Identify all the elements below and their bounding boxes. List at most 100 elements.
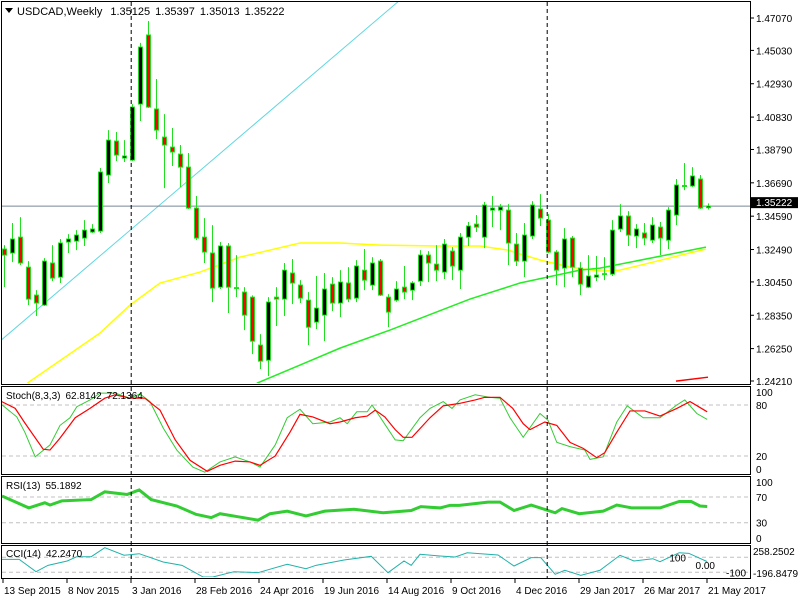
- candle[interactable]: [234, 255, 239, 298]
- candle[interactable]: [346, 267, 351, 303]
- cci-panel[interactable]: [2, 547, 750, 577]
- candle[interactable]: [594, 256, 599, 282]
- candle[interactable]: [250, 295, 255, 355]
- candle[interactable]: [554, 250, 559, 286]
- candle[interactable]: [426, 251, 431, 283]
- candle[interactable]: [442, 239, 447, 280]
- candle[interactable]: [506, 204, 511, 266]
- candle[interactable]: [410, 281, 415, 301]
- candle[interactable]: [74, 230, 79, 251]
- rsi-panel[interactable]: [2, 488, 750, 524]
- candle[interactable]: [130, 104, 135, 162]
- candle[interactable]: [674, 179, 679, 226]
- candle[interactable]: [298, 280, 303, 304]
- candle[interactable]: [370, 257, 375, 291]
- candle[interactable]: [178, 145, 183, 188]
- candle[interactable]: [498, 204, 503, 231]
- candle[interactable]: [698, 175, 703, 210]
- cci-axis-label: -100: [726, 568, 746, 579]
- candle[interactable]: [226, 243, 231, 314]
- candle[interactable]: [402, 266, 407, 300]
- candle[interactable]: [146, 21, 151, 109]
- candle[interactable]: [570, 236, 575, 278]
- candle[interactable]: [514, 233, 519, 267]
- candle[interactable]: [530, 201, 535, 240]
- candle[interactable]: [34, 290, 39, 317]
- candle[interactable]: [18, 217, 23, 266]
- trendline[interactable]: [0, 0, 484, 351]
- candle[interactable]: [314, 276, 319, 330]
- candle[interactable]: [98, 168, 103, 234]
- candle[interactable]: [106, 130, 111, 183]
- candle[interactable]: [434, 245, 439, 282]
- dropdown-triangle-icon[interactable]: [5, 8, 13, 13]
- candle[interactable]: [42, 258, 47, 307]
- candle[interactable]: [666, 207, 671, 250]
- candle[interactable]: [186, 152, 191, 210]
- candle[interactable]: [466, 222, 471, 247]
- candle[interactable]: [290, 259, 295, 305]
- stochastic-panel[interactable]: [0, 392, 750, 473]
- candle[interactable]: [58, 239, 63, 284]
- candle[interactable]: [338, 270, 343, 318]
- candle[interactable]: [114, 132, 119, 162]
- candle[interactable]: [538, 194, 543, 227]
- candle[interactable]: [242, 287, 247, 331]
- candle[interactable]: [610, 220, 615, 277]
- candle[interactable]: [650, 217, 655, 244]
- candle[interactable]: [546, 214, 551, 254]
- candle[interactable]: [162, 114, 167, 189]
- candle[interactable]: [2, 245, 7, 288]
- candle[interactable]: [330, 277, 335, 312]
- candle[interactable]: [490, 196, 495, 228]
- candle[interactable]: [194, 196, 199, 241]
- candle[interactable]: [362, 249, 367, 291]
- candle[interactable]: [418, 250, 423, 287]
- candle[interactable]: [154, 78, 159, 139]
- candle[interactable]: [386, 294, 391, 328]
- candle[interactable]: [82, 220, 87, 247]
- candle[interactable]: [282, 263, 287, 317]
- candle[interactable]: [394, 281, 399, 302]
- stoch-signal-value: 72.1364: [107, 391, 144, 402]
- candle[interactable]: [50, 245, 55, 282]
- candle[interactable]: [378, 259, 383, 297]
- candle[interactable]: [474, 215, 479, 233]
- candle[interactable]: [138, 42, 143, 122]
- candle[interactable]: [218, 242, 223, 290]
- candle[interactable]: [682, 162, 687, 191]
- candle[interactable]: [170, 128, 175, 166]
- candle[interactable]: [322, 273, 327, 342]
- candle[interactable]: [642, 223, 647, 246]
- candle[interactable]: [258, 334, 263, 370]
- candle[interactable]: [626, 211, 631, 247]
- candle[interactable]: [90, 224, 95, 234]
- candle[interactable]: [354, 260, 359, 303]
- candle[interactable]: [634, 224, 639, 249]
- candle[interactable]: [562, 228, 567, 288]
- candle[interactable]: [706, 203, 711, 210]
- candle[interactable]: [578, 262, 583, 296]
- candle[interactable]: [266, 297, 271, 377]
- candle[interactable]: [10, 223, 15, 263]
- candle[interactable]: [690, 167, 695, 188]
- candle[interactable]: [618, 204, 623, 233]
- candle[interactable]: [306, 292, 311, 346]
- candle[interactable]: [210, 225, 215, 303]
- candle[interactable]: [274, 287, 279, 327]
- candle[interactable]: [26, 261, 31, 306]
- candle-body-bear: [538, 208, 543, 219]
- candle[interactable]: [458, 233, 463, 290]
- candle[interactable]: [602, 257, 607, 281]
- price-panel[interactable]: [0, 0, 750, 383]
- candle[interactable]: [450, 247, 455, 281]
- candle[interactable]: [66, 234, 71, 254]
- candle[interactable]: [586, 255, 591, 289]
- candle[interactable]: [122, 140, 127, 163]
- candle[interactable]: [658, 222, 663, 256]
- candle[interactable]: [482, 202, 487, 249]
- candle[interactable]: [522, 223, 527, 278]
- candle[interactable]: [202, 218, 207, 264]
